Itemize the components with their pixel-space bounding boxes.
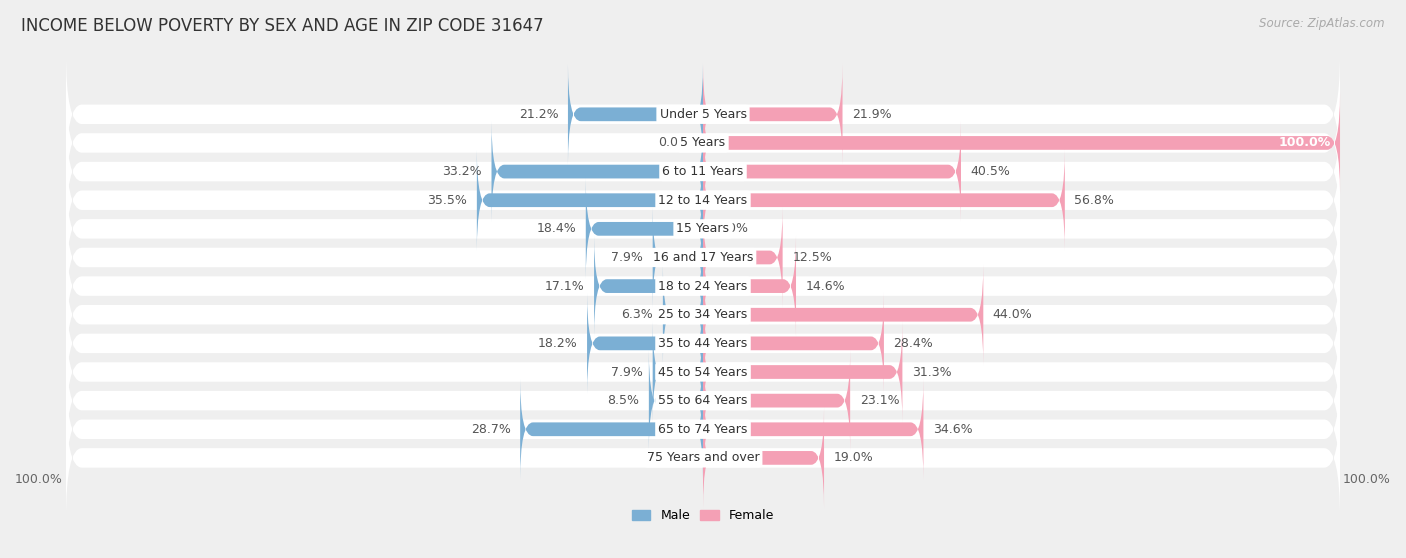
FancyBboxPatch shape <box>703 321 903 422</box>
Text: 34.6%: 34.6% <box>934 423 973 436</box>
Text: Source: ZipAtlas.com: Source: ZipAtlas.com <box>1260 17 1385 30</box>
FancyBboxPatch shape <box>703 350 851 451</box>
FancyBboxPatch shape <box>66 310 1340 434</box>
Text: 6 to 11 Years: 6 to 11 Years <box>662 165 744 178</box>
FancyBboxPatch shape <box>66 196 1340 319</box>
FancyBboxPatch shape <box>703 150 1064 251</box>
Text: 0.0%: 0.0% <box>716 222 748 235</box>
Text: 35 to 44 Years: 35 to 44 Years <box>658 337 748 350</box>
FancyBboxPatch shape <box>595 235 703 336</box>
Text: 23.1%: 23.1% <box>859 394 900 407</box>
Text: 16 and 17 Years: 16 and 17 Years <box>652 251 754 264</box>
Text: 55 to 64 Years: 55 to 64 Years <box>658 394 748 407</box>
Text: 12 to 14 Years: 12 to 14 Years <box>658 194 748 206</box>
FancyBboxPatch shape <box>66 167 1340 291</box>
Text: 100.0%: 100.0% <box>15 473 63 486</box>
FancyBboxPatch shape <box>652 321 703 422</box>
FancyBboxPatch shape <box>66 339 1340 463</box>
Text: 25 to 34 Years: 25 to 34 Years <box>658 308 748 321</box>
FancyBboxPatch shape <box>568 64 703 165</box>
Text: 33.2%: 33.2% <box>443 165 482 178</box>
FancyBboxPatch shape <box>703 121 960 222</box>
FancyBboxPatch shape <box>703 64 842 165</box>
Text: 18.4%: 18.4% <box>537 222 576 235</box>
FancyBboxPatch shape <box>66 138 1340 262</box>
Text: 100.0%: 100.0% <box>1278 137 1330 150</box>
Text: 8.5%: 8.5% <box>607 394 640 407</box>
FancyBboxPatch shape <box>703 293 884 394</box>
Text: 12.5%: 12.5% <box>792 251 832 264</box>
Text: 17.1%: 17.1% <box>544 280 585 292</box>
Text: 28.7%: 28.7% <box>471 423 510 436</box>
FancyBboxPatch shape <box>66 52 1340 176</box>
FancyBboxPatch shape <box>588 293 703 394</box>
Text: 40.5%: 40.5% <box>970 165 1011 178</box>
Text: 21.9%: 21.9% <box>852 108 891 121</box>
Text: 7.9%: 7.9% <box>612 365 643 378</box>
Text: 18.2%: 18.2% <box>537 337 578 350</box>
Text: 7.9%: 7.9% <box>612 251 643 264</box>
Text: 35.5%: 35.5% <box>427 194 467 206</box>
FancyBboxPatch shape <box>652 207 703 308</box>
FancyBboxPatch shape <box>66 81 1340 205</box>
Text: 0.0%: 0.0% <box>658 451 690 464</box>
Text: 75 Years and over: 75 Years and over <box>647 451 759 464</box>
Text: 0.0%: 0.0% <box>658 137 690 150</box>
FancyBboxPatch shape <box>66 224 1340 348</box>
Text: 56.8%: 56.8% <box>1074 194 1115 206</box>
FancyBboxPatch shape <box>477 150 703 251</box>
Text: 19.0%: 19.0% <box>834 451 873 464</box>
Legend: Male, Female: Male, Female <box>627 504 779 527</box>
Text: 44.0%: 44.0% <box>993 308 1032 321</box>
Text: 18 to 24 Years: 18 to 24 Years <box>658 280 748 292</box>
Text: 65 to 74 Years: 65 to 74 Years <box>658 423 748 436</box>
FancyBboxPatch shape <box>66 367 1340 491</box>
Text: 100.0%: 100.0% <box>1343 473 1391 486</box>
Text: 14.6%: 14.6% <box>806 280 845 292</box>
Text: 5 Years: 5 Years <box>681 137 725 150</box>
FancyBboxPatch shape <box>586 179 703 279</box>
FancyBboxPatch shape <box>703 264 983 365</box>
FancyBboxPatch shape <box>703 235 796 336</box>
FancyBboxPatch shape <box>66 110 1340 233</box>
FancyBboxPatch shape <box>66 396 1340 519</box>
FancyBboxPatch shape <box>703 93 1340 193</box>
Text: 45 to 54 Years: 45 to 54 Years <box>658 365 748 378</box>
FancyBboxPatch shape <box>703 407 824 508</box>
Text: Under 5 Years: Under 5 Years <box>659 108 747 121</box>
FancyBboxPatch shape <box>492 121 703 222</box>
FancyBboxPatch shape <box>66 282 1340 405</box>
Text: 21.2%: 21.2% <box>519 108 558 121</box>
Text: 6.3%: 6.3% <box>621 308 654 321</box>
FancyBboxPatch shape <box>703 379 924 480</box>
Text: 31.3%: 31.3% <box>912 365 952 378</box>
FancyBboxPatch shape <box>703 207 783 308</box>
FancyBboxPatch shape <box>648 350 703 451</box>
Text: 15 Years: 15 Years <box>676 222 730 235</box>
FancyBboxPatch shape <box>520 379 703 480</box>
FancyBboxPatch shape <box>66 253 1340 377</box>
FancyBboxPatch shape <box>662 264 703 365</box>
Text: 28.4%: 28.4% <box>893 337 934 350</box>
Text: INCOME BELOW POVERTY BY SEX AND AGE IN ZIP CODE 31647: INCOME BELOW POVERTY BY SEX AND AGE IN Z… <box>21 17 544 35</box>
